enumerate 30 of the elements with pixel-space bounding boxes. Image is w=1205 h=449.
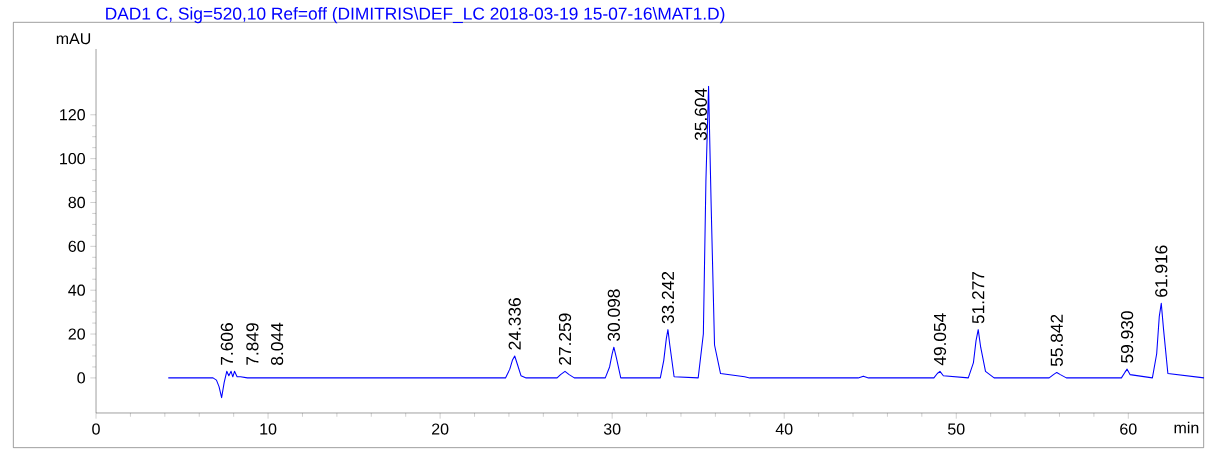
x-axis-title: min [1174, 421, 1199, 434]
x-tick-label: 30 [603, 423, 621, 435]
x-tick-label: 0 [92, 423, 100, 435]
annotation: 49.054 [933, 313, 947, 366]
chart-title: DAD1 C, Sig=520,10 Ref=off (DIMITRIS\DEF_LC 2018-03-19 15-07-16\MAT1.D) [106, 7, 725, 24]
annotation: 7.849 [246, 323, 259, 365]
annotation: 59.930 [1120, 311, 1134, 363]
annotation: 8.044 [270, 322, 284, 365]
annotation: 24.336 [508, 298, 521, 350]
y-tick-label: 80 [68, 196, 85, 209]
x-tick-label: 40 [775, 423, 793, 435]
annotation: 61.916 [1155, 245, 1168, 297]
y-tick-label: 0 [77, 372, 85, 384]
y-axis-title: mAU [56, 33, 91, 45]
annotation: 55.842 [1050, 314, 1063, 367]
x-tick-label: 20 [432, 423, 449, 435]
y-tick-label: 100 [60, 152, 85, 165]
annotation: 7.606 [220, 323, 234, 365]
x-tick-label: 10 [260, 423, 277, 435]
x-tick-label: 60 [1120, 423, 1137, 435]
annotation: 33.242 [661, 271, 675, 324]
y-tick-label: 60 [68, 240, 85, 252]
annotation: 27.259 [558, 313, 572, 365]
y-tick-label: 40 [68, 284, 85, 296]
x-tick-label: 50 [948, 423, 965, 435]
annotation: 35.604 [694, 88, 707, 141]
annotation: 51.277 [972, 271, 985, 324]
y-tick-label: 120 [60, 109, 85, 121]
annotation: 30.098 [607, 289, 620, 341]
y-tick-label: 20 [68, 328, 85, 340]
